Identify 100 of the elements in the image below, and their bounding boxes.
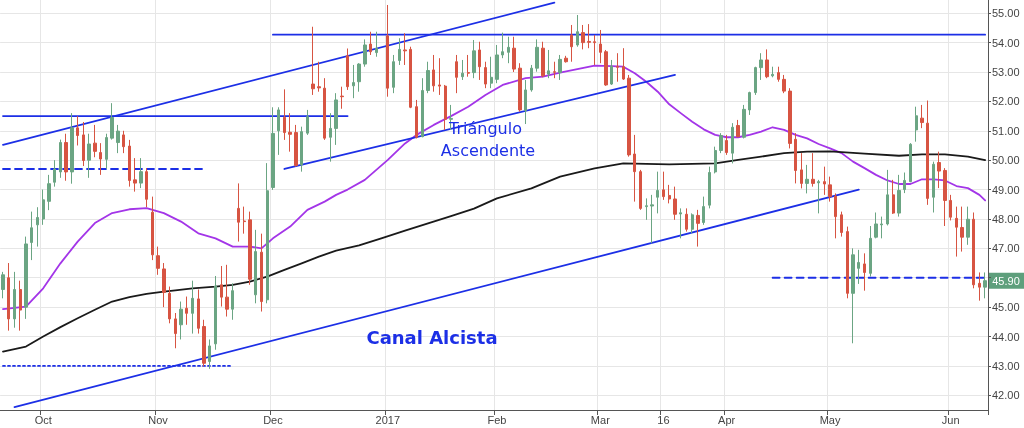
candlestick	[782, 74, 786, 94]
candlestick	[777, 66, 780, 83]
candlestick	[294, 124, 298, 168]
candlestick	[237, 182, 240, 243]
candlestick	[64, 133, 68, 182]
candlestick	[834, 192, 837, 239]
candlestick	[7, 262, 10, 332]
candlestick	[581, 24, 585, 50]
y-tick-label: 52.00	[992, 95, 1020, 108]
candlestick	[869, 225, 872, 278]
candlestick	[955, 206, 958, 258]
candlestick	[225, 264, 229, 318]
candlestick	[685, 207, 688, 233]
candlestick	[639, 169, 642, 211]
candlestick	[943, 167, 947, 227]
candlestick	[817, 179, 820, 214]
candlestick	[765, 48, 769, 79]
candlestick	[576, 14, 579, 48]
candlestick	[461, 59, 464, 81]
candlestick	[518, 62, 522, 113]
x-tick-label: Oct	[34, 413, 52, 426]
candlestick	[966, 206, 970, 246]
candlestick	[570, 24, 573, 63]
x-tick-label: 2017	[375, 413, 401, 426]
candlestick	[599, 29, 602, 64]
y-tick-label: 43.00	[992, 359, 1020, 372]
candlestick	[243, 206, 246, 235]
candlestick	[76, 115, 79, 146]
candlestick	[386, 4, 389, 98]
candlestick	[547, 49, 550, 79]
candlestick	[288, 112, 292, 153]
candlestick	[719, 132, 723, 154]
candlestick	[467, 54, 470, 78]
candlestick	[484, 61, 487, 89]
line-series	[2, 64, 987, 311]
candlestick	[87, 133, 91, 179]
candlestick	[202, 319, 206, 367]
candlestick	[978, 271, 981, 302]
candlestick	[662, 171, 665, 201]
candlestick	[679, 207, 682, 239]
candlestick	[857, 249, 860, 285]
candlestick	[208, 338, 211, 370]
candlestick	[231, 282, 234, 321]
candlestick	[490, 56, 493, 89]
candlestick	[478, 41, 481, 81]
y-tick-label: 45.00	[992, 301, 1020, 314]
candlestick	[840, 211, 843, 238]
candlestick	[788, 87, 792, 149]
candlestick	[116, 124, 120, 154]
x-tick-label: Jun	[941, 413, 960, 426]
candlestick	[512, 36, 516, 73]
candlestick	[915, 106, 918, 143]
candlestick	[352, 64, 355, 99]
candlestick	[139, 157, 143, 189]
candlestick	[524, 79, 527, 125]
y-tick-label: 53.00	[992, 66, 1020, 79]
candlestick	[541, 41, 545, 78]
y-tick-label: 54.00	[992, 36, 1020, 49]
candlestick	[708, 166, 711, 209]
y-tick-label: 55.00	[992, 7, 1020, 20]
y-tick-label: 50.00	[992, 154, 1020, 167]
candlestick	[375, 31, 378, 58]
candlestick	[759, 52, 763, 81]
candlestick	[283, 88, 286, 141]
y-tick-label: 51.00	[992, 124, 1020, 137]
candlestick	[277, 106, 280, 156]
candlestick	[564, 55, 568, 64]
candlestick	[398, 37, 401, 66]
y-tick-label: 42.00	[992, 389, 1020, 402]
candlestick	[346, 47, 349, 91]
candlestick	[886, 169, 889, 226]
candlestick	[145, 167, 148, 208]
candlestick	[59, 139, 62, 179]
candlestick	[444, 84, 447, 131]
candlestick	[714, 146, 717, 174]
candlestick	[932, 161, 935, 213]
candlestick	[702, 196, 705, 226]
candlestick	[794, 132, 797, 184]
candlestick	[254, 229, 257, 304]
candlestick	[363, 38, 367, 68]
candlestick	[128, 139, 131, 188]
x-tick-label: Feb	[487, 413, 507, 426]
annotation: Canal Alcista	[366, 326, 498, 348]
candlestick	[260, 233, 263, 313]
candlestick	[960, 206, 964, 253]
x-tick-label: Apr	[718, 413, 736, 426]
candlestick	[926, 100, 929, 206]
y-tick-label: 44.00	[992, 330, 1020, 343]
candlestick	[616, 52, 619, 83]
candlestick	[754, 66, 757, 96]
x-tick-label: Mar	[590, 413, 611, 426]
annotation: 45.90	[992, 274, 1020, 287]
candlestick	[369, 31, 372, 56]
candlestick	[472, 39, 476, 79]
candlestick	[329, 112, 332, 163]
candlestick	[197, 289, 200, 335]
candlestick	[880, 216, 883, 239]
candlestick	[696, 209, 700, 248]
candlestick	[937, 151, 941, 189]
candlestick	[650, 194, 654, 244]
